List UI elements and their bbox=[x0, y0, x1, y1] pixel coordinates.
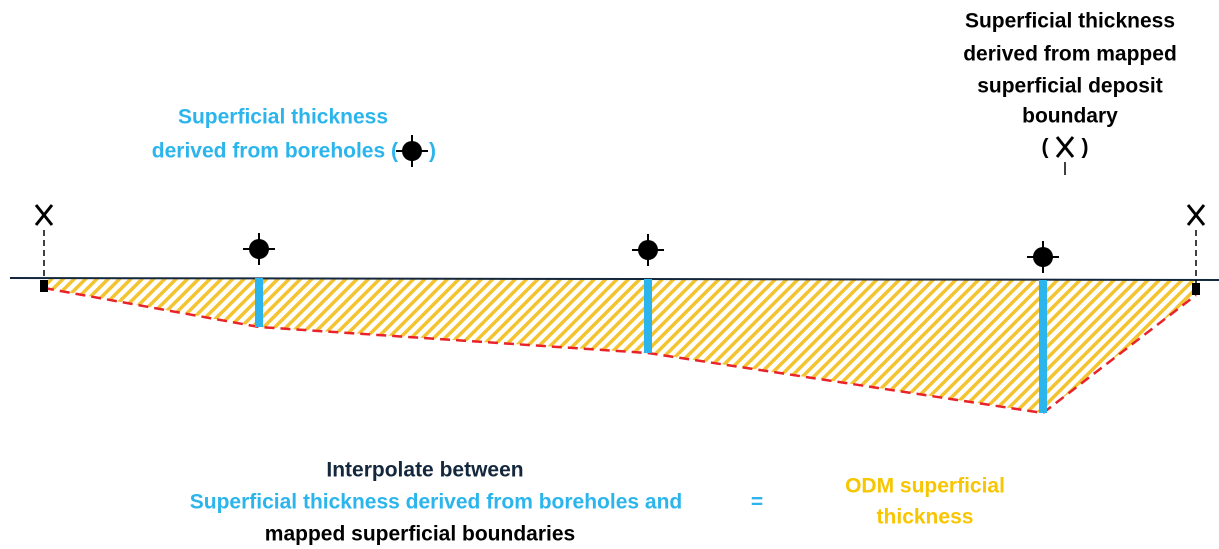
result-line: ODM superficial bbox=[845, 475, 1005, 498]
borehole-icon bbox=[395, 134, 429, 168]
boundary-symbol bbox=[1186, 203, 1206, 227]
boundary-icon bbox=[1055, 135, 1075, 159]
label-line: Superficial thickness bbox=[178, 106, 388, 129]
boundary-point bbox=[1192, 283, 1200, 295]
equation-line: Interpolate between bbox=[326, 459, 523, 482]
borehole-bar bbox=[255, 278, 263, 327]
label-line: derived from mapped bbox=[963, 43, 1177, 66]
equals-sign: = bbox=[751, 491, 763, 514]
label-line: derived from boreholes ( bbox=[152, 140, 398, 163]
label-line: superficial deposit bbox=[977, 75, 1163, 98]
borehole-bar bbox=[1039, 280, 1047, 413]
label-close: ) bbox=[1082, 136, 1089, 159]
label-open: ( bbox=[1042, 136, 1049, 159]
label-close: ) bbox=[429, 140, 436, 163]
borehole-symbol bbox=[1026, 240, 1060, 274]
section bbox=[9, 203, 1219, 415]
equation: Interpolate between Superficial thicknes… bbox=[190, 459, 1005, 546]
ground-line bbox=[9, 277, 1219, 281]
boundary-point bbox=[40, 280, 48, 292]
hatched-thickness bbox=[44, 279, 1196, 413]
equation-line: mapped superficial boundaries bbox=[265, 523, 575, 546]
equation-line: Superficial thickness derived from boreh… bbox=[190, 491, 682, 514]
boundary-symbol bbox=[34, 203, 54, 227]
label-line: boundary bbox=[1022, 105, 1118, 128]
borehole-symbol bbox=[631, 233, 665, 267]
label-line: Superficial thickness bbox=[965, 10, 1175, 33]
boundary-label: Superficial thickness derived from mappe… bbox=[963, 10, 1177, 175]
result-line: thickness bbox=[877, 506, 974, 529]
borehole-label: Superficial thickness derived from boreh… bbox=[152, 106, 436, 168]
borehole-bar bbox=[644, 279, 652, 353]
borehole-symbol bbox=[242, 232, 276, 266]
